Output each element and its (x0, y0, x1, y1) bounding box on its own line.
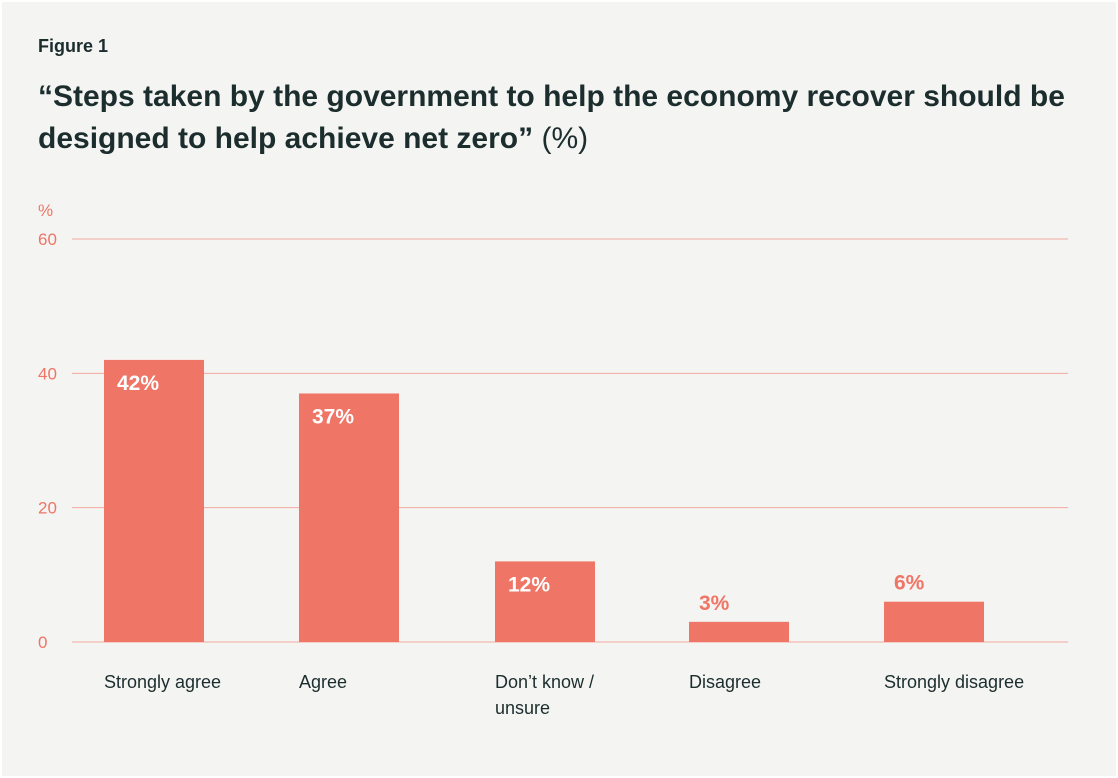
y-tick-label: 0 (38, 633, 47, 652)
bar (104, 359, 204, 642)
y-axis-ticks: 0 20 40 60 (38, 230, 57, 652)
data-label: 42% (117, 372, 159, 395)
figure-label: Figure 1 (38, 36, 109, 56)
y-tick-label: 40 (38, 364, 57, 383)
bars (104, 359, 984, 642)
y-tick-label: 20 (38, 499, 57, 518)
bar (689, 621, 789, 642)
data-label: 37% (312, 405, 354, 428)
data-label: 12% (508, 573, 550, 596)
category-labels: Strongly agree Agree Don’t know / unsure Dis… (104, 672, 1024, 718)
chart-title-unit: (%) (541, 122, 589, 155)
chart-title: “Steps taken by the government to help t… (38, 76, 1078, 160)
bar (884, 601, 984, 642)
y-tick-label: 60 (38, 230, 57, 249)
value-labels: 42% 37% 12% 3% 6% (117, 372, 925, 615)
x-tick-label: Strongly agree (104, 672, 221, 692)
x-tick-label: Strongly disagree (884, 672, 1024, 692)
bar (495, 561, 595, 642)
data-label: 3% (699, 592, 730, 615)
chart-title-main: “Steps taken by the government to help t… (38, 80, 1065, 155)
bar (299, 393, 399, 642)
y-axis-unit-label: % (38, 201, 53, 220)
data-label: 6% (894, 572, 925, 595)
x-tick-label: Agree (299, 672, 347, 692)
x-tick-label: Don’t know / unsure (495, 672, 594, 718)
x-tick-label: Disagree (689, 672, 761, 692)
